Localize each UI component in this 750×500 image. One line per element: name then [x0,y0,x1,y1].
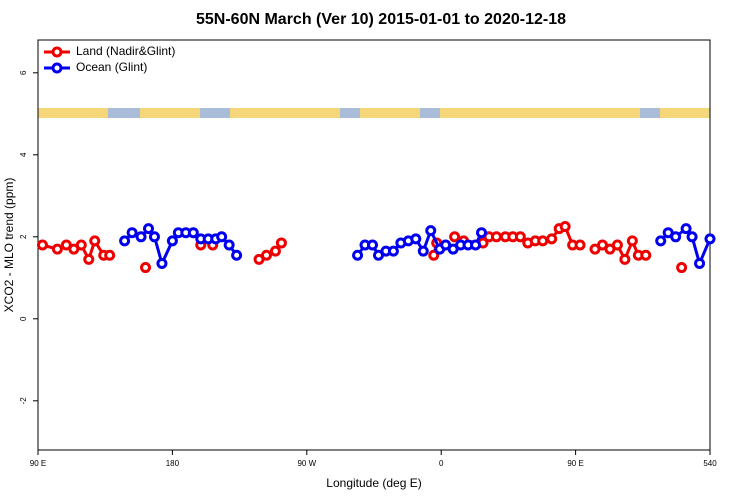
y-tick-label: 4 [19,152,28,157]
data-point [514,231,526,243]
map-strip [38,108,710,118]
data-point [119,235,131,247]
data-point [51,243,63,255]
data-point [260,249,272,261]
data-point [126,227,138,239]
data-point [275,237,287,249]
data-point [676,262,688,274]
data-point [670,231,682,243]
data-point [140,262,152,274]
x-axis-label: Longitude (deg E) [326,476,421,490]
data-point [626,235,638,247]
x-tick-label: 0 [439,459,444,468]
data-point [428,249,440,261]
data-point [231,249,243,261]
data-point [89,235,101,247]
data-point [104,249,116,261]
y-tick-label: 0 [19,316,28,321]
data-point [352,249,364,261]
x-tick-label: 90 E [30,459,46,468]
data-point [686,231,698,243]
data-point [223,239,235,251]
data-point [269,245,281,257]
data-point [367,239,379,251]
data-point [574,239,586,251]
data-point [694,257,706,269]
data-point [476,227,488,239]
x-tick-label: 540 [703,459,717,468]
legend-marker [51,46,63,58]
data-point [148,231,160,243]
data-point [156,257,168,269]
x-tick-label: 90 E [567,459,583,468]
legend-label: Land (Nadir&Glint) [76,44,175,58]
data-point [417,245,429,257]
data-point [143,223,155,235]
data-point [655,235,667,247]
data-point [83,253,95,265]
data-point [619,253,631,265]
x-tick-label: 90 W [297,459,316,468]
data-point [611,239,623,251]
data-point [135,231,147,243]
data-point [187,227,199,239]
data-point [537,235,549,247]
data-point [704,233,716,245]
legend-marker [51,62,63,74]
data-point [559,221,571,233]
chart-title: 55N-60N March (Ver 10) 2015-01-01 to 202… [196,11,566,28]
y-axis-label: XCO2 - MLO trend (ppm) [2,178,16,313]
data-point [546,233,558,245]
data-point [449,231,461,243]
data-point [490,231,502,243]
data-point [680,223,692,235]
legend-label: Ocean (Glint) [76,60,147,74]
data-point [425,225,437,237]
y-tick-label: 2 [19,234,28,239]
data-point [640,249,652,261]
y-tick-label: -2 [19,397,28,405]
data-point [75,239,87,251]
data-point [36,239,48,251]
data-point [410,233,422,245]
x-tick-label: 180 [166,459,180,468]
data-point [166,235,178,247]
y-tick-label: 6 [19,70,28,75]
data-point [470,239,482,251]
data-point [216,231,228,243]
data-point [387,245,399,257]
